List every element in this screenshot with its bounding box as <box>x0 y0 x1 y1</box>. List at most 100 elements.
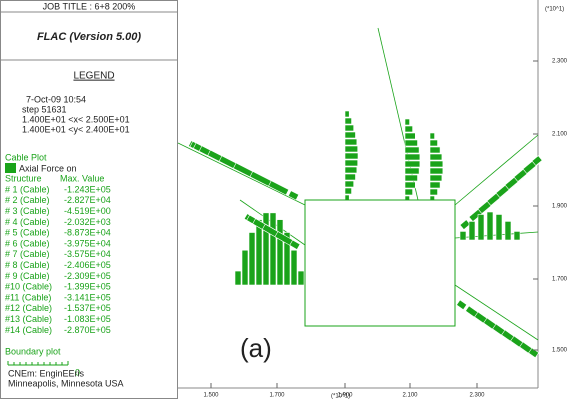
force-bar <box>344 138 358 146</box>
y-tick-label: 1.500 <box>552 348 568 354</box>
y-multiplier: (*10^1) <box>545 7 564 13</box>
force-bar <box>459 219 471 231</box>
cable-name: # 5 (Cable) <box>5 228 50 238</box>
y-tick-label: 2.300 <box>552 59 568 65</box>
cable-max: -1.243E+05 <box>64 184 111 194</box>
excavation-boundary <box>304 199 456 327</box>
force-bar <box>459 231 467 241</box>
force-bar <box>477 214 485 241</box>
force-bar <box>241 249 249 286</box>
yrange: 1.400E+01 <y< 2.400E+01 <box>22 124 130 134</box>
force-bar <box>248 232 256 286</box>
force-bar <box>269 212 277 286</box>
scale-value: 0 <box>75 367 80 377</box>
cable-name: #14 (Cable) <box>5 325 52 335</box>
date: 7-Oct-09 10:54 <box>26 94 86 104</box>
cable-max: -1.399E+05 <box>64 282 111 292</box>
force-bar <box>344 166 358 174</box>
force-bar <box>429 188 438 196</box>
cable-max: -2.827E+04 <box>64 195 111 205</box>
cable-name: # 7 (Cable) <box>5 249 50 259</box>
footer-2: Minneapolis, Minnesota USA <box>8 378 124 388</box>
force-bar <box>297 270 305 286</box>
force-bar <box>429 153 443 161</box>
cable-max: -3.975E+04 <box>64 238 111 248</box>
force-bar <box>344 117 352 125</box>
cable-name: # 9 (Cable) <box>5 271 50 281</box>
force-bar <box>429 174 443 182</box>
force-bar <box>290 249 298 286</box>
force-bar <box>234 270 242 286</box>
force-bar <box>404 153 421 161</box>
force-bar <box>404 125 413 133</box>
cable-name: # 1 (Cable) <box>5 184 50 194</box>
job-title: JOB TITLE : 6+8 200% <box>43 1 136 11</box>
cable-name: #11 (Cable) <box>5 292 51 302</box>
force-bar <box>468 221 476 241</box>
cable-max: -2.870E+05 <box>64 325 111 335</box>
y-tick-label: 2.100 <box>552 132 568 138</box>
force-bar <box>344 124 354 132</box>
cable-max: -2.032E+03 <box>64 217 111 227</box>
force-bar <box>495 214 503 241</box>
x-tick-label: 1.700 <box>269 393 285 399</box>
force-bar <box>404 181 416 189</box>
force-bar <box>429 160 444 168</box>
cable-max: -3.141E+05 <box>64 292 111 302</box>
force-bar <box>276 219 284 286</box>
force-bar <box>531 155 543 167</box>
xrange: 1.400E+01 <x< 2.500E+01 <box>22 114 130 124</box>
cable-max: -4.519E+00 <box>64 206 111 216</box>
cable-max: -8.873E+04 <box>64 228 111 238</box>
force-bar <box>404 118 410 126</box>
cable-name: #12 (Cable) <box>5 303 52 313</box>
force-bar <box>344 131 356 139</box>
axes: 2.300 2.100 1.900 1.700 1.500 1.500 1.700 1.900… <box>203 59 567 399</box>
y-tick-label: 1.900 <box>552 204 568 210</box>
force-bar <box>344 187 352 195</box>
cable-max: -1.537E+05 <box>64 303 111 313</box>
cable-list: # 1 (Cable) -1.243E+05 # 2 (Cable) -2.827E+… <box>5 184 111 334</box>
force-bar <box>262 212 270 286</box>
force-bar <box>429 139 438 147</box>
frame <box>0 0 539 399</box>
cable-max: -2.406E+05 <box>64 260 111 270</box>
x-tick-label: 1.900 <box>337 393 353 399</box>
force-bar <box>429 167 444 175</box>
force-bar <box>486 211 494 241</box>
force-bar <box>404 174 418 182</box>
cable-name: # 4 (Cable) <box>5 217 50 227</box>
x-tick-label: 2.300 <box>469 393 485 399</box>
force-bar <box>268 180 290 196</box>
force-bar <box>513 231 521 241</box>
cable-name: #13 (Cable) <box>5 314 52 324</box>
force-bar <box>404 139 418 147</box>
force-bar <box>456 299 468 311</box>
axial-force-bars <box>187 110 543 359</box>
force-bar <box>404 167 420 175</box>
cable-name: # 8 (Cable) <box>5 260 50 270</box>
force-bar <box>283 232 291 286</box>
program: FLAC (Version 5.00) <box>37 31 141 43</box>
force-bar <box>504 221 512 241</box>
cable-plot: Cable Plot <box>5 152 47 162</box>
force-bar <box>289 239 301 250</box>
force-bar <box>404 188 413 196</box>
x-tick-label: 2.100 <box>402 393 418 399</box>
force-bar <box>344 152 359 160</box>
axial-force: Axial Force on <box>19 163 77 173</box>
force-bar <box>429 132 435 140</box>
footer-1: CNEm: EnginEEris <box>8 368 85 378</box>
col-max: Max. Value <box>60 173 104 183</box>
cable-name: # 2 (Cable) <box>5 195 50 205</box>
panel-label: (a) <box>240 333 272 363</box>
x-multiplier: (*10^1) <box>331 394 350 400</box>
scale-bar <box>7 361 69 366</box>
force-bar <box>429 146 441 154</box>
cable-max: -2.309E+05 <box>64 271 111 281</box>
force-bar <box>344 159 359 167</box>
cable-name: # 6 (Cable) <box>5 238 50 248</box>
force-bar <box>255 219 263 286</box>
